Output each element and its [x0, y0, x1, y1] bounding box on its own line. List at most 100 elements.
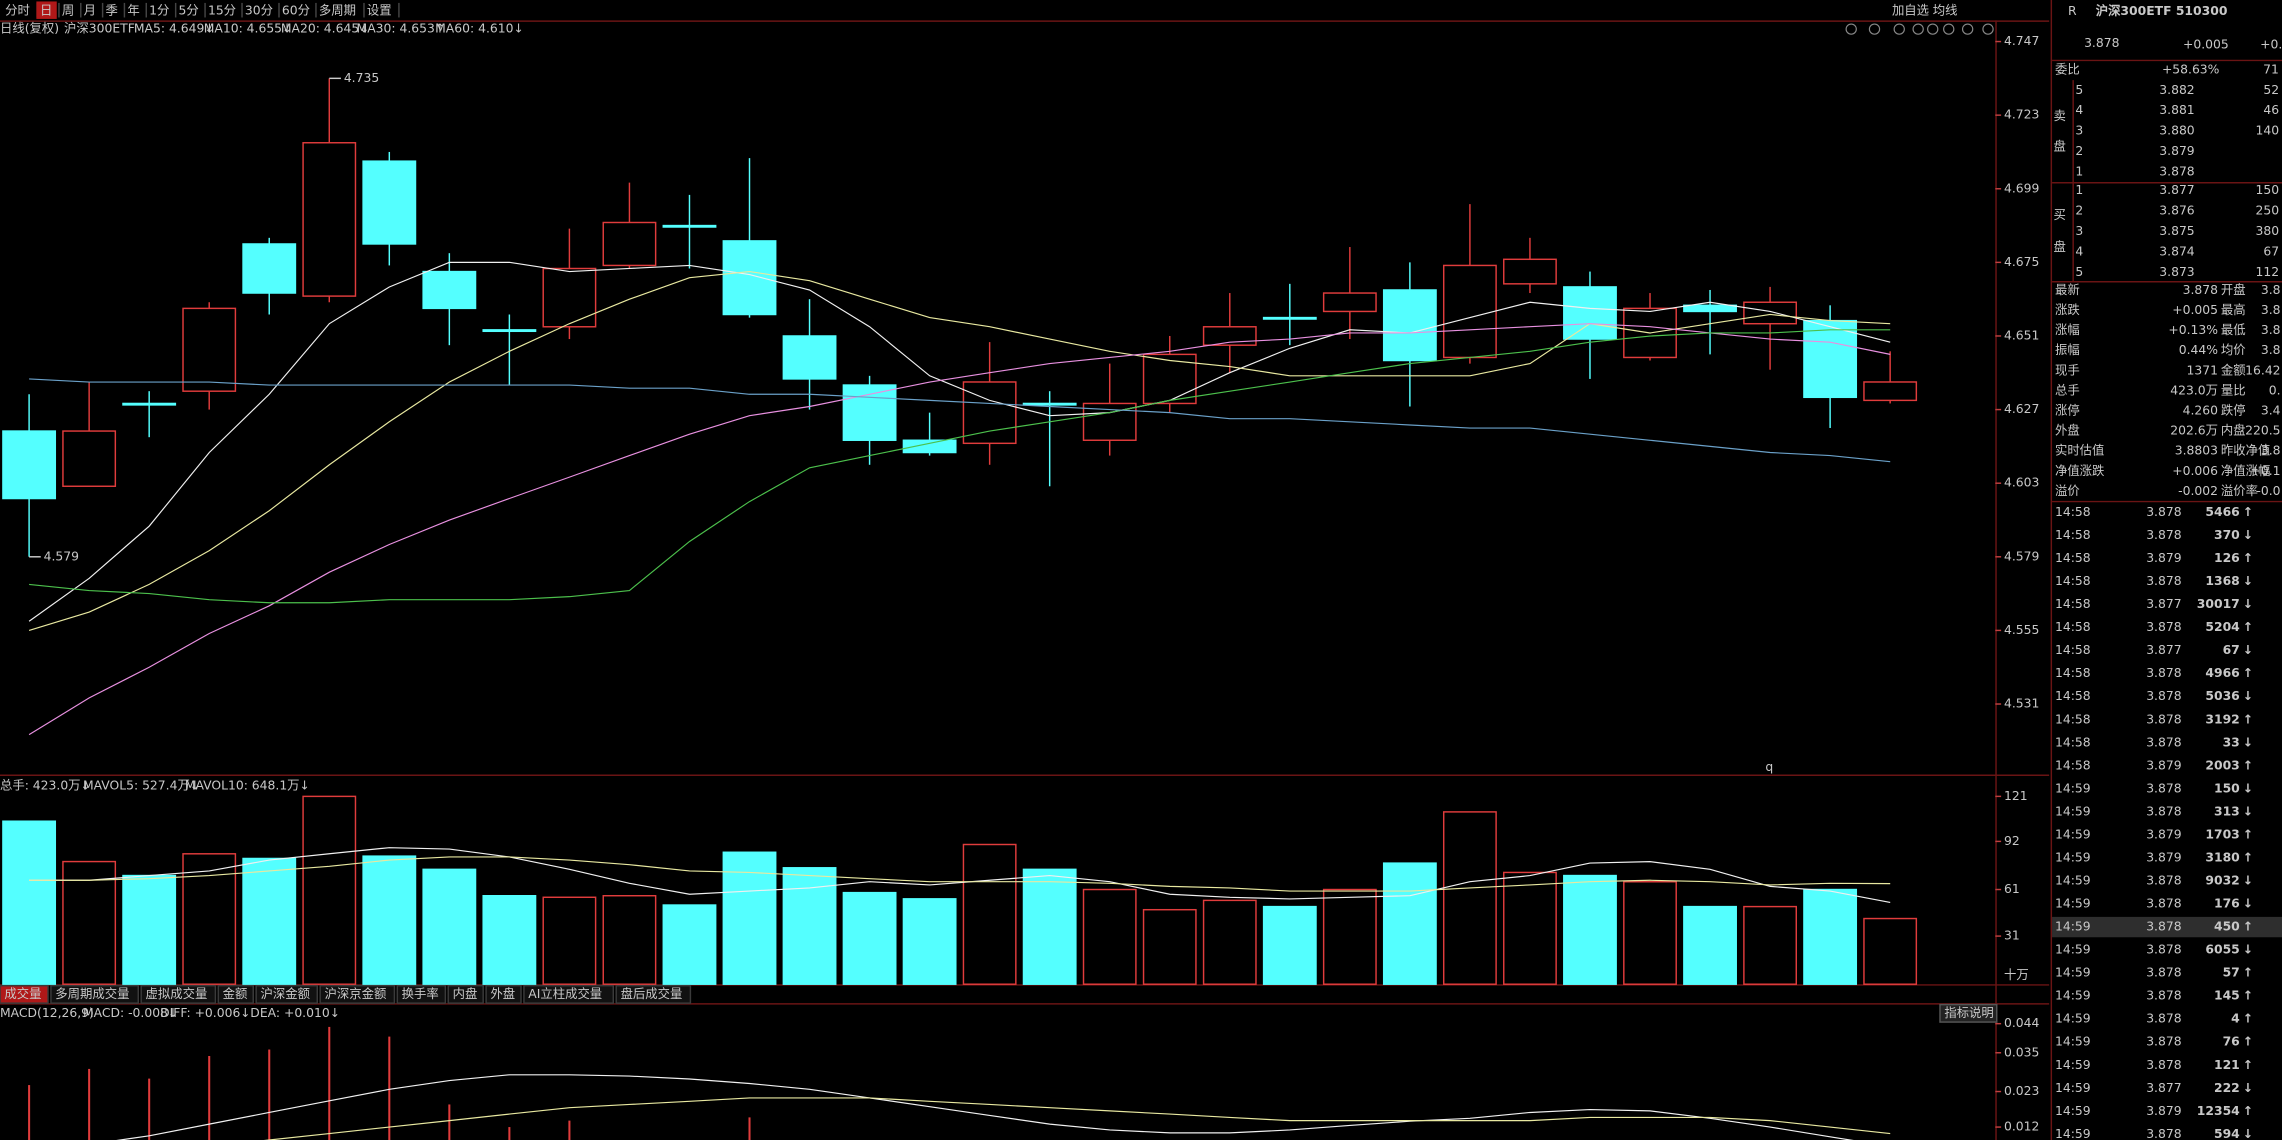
- tick-time: 14:59: [2055, 943, 2091, 957]
- ma-line: [29, 378, 1891, 463]
- tick-volume: 150: [2214, 781, 2240, 795]
- candle-body: [302, 142, 357, 297]
- volume-bar: [182, 853, 237, 985]
- period-tab[interactable]: 周: [62, 3, 74, 17]
- indicator-tab[interactable]: 沪深金额: [261, 986, 310, 1001]
- stat-value: 16.42: [2245, 363, 2280, 377]
- tick-price: 3.877: [2146, 597, 2181, 611]
- ratio-value: +58.63%: [2162, 62, 2220, 76]
- help-button[interactable]: 指标说明: [1944, 1005, 1993, 1020]
- period-tab[interactable]: 5分: [179, 3, 199, 17]
- indicator-tab[interactable]: 内盘: [453, 986, 478, 1001]
- indicator-tab-bg[interactable]: [523, 984, 615, 1004]
- price-change-pct: +0.1: [2260, 38, 2282, 52]
- tick-price: 3.879: [2146, 850, 2181, 864]
- volume-bar: [1863, 917, 1918, 985]
- ma-line: [28, 261, 1891, 622]
- macd-bar: [568, 1120, 571, 1140]
- tick-arrow: ↓: [2243, 528, 2253, 542]
- candle-body: [2, 430, 57, 500]
- tick-time: 14:58: [2055, 597, 2091, 611]
- indicator-tab-bg[interactable]: [615, 984, 692, 1004]
- tick-arrow: ↑: [2243, 850, 2253, 864]
- indicator-tab[interactable]: 换手率: [402, 986, 439, 1001]
- book-price: 3.878: [2159, 164, 2195, 178]
- candle-body: [1743, 301, 1798, 325]
- indicator-tab[interactable]: 盘后成交量: [621, 986, 683, 1001]
- tick-volume: 176: [2214, 897, 2240, 911]
- volume-bar: [1082, 888, 1137, 985]
- volume-info: MAVOL5: 527.4万↓: [83, 779, 200, 793]
- kline-info: 日线(复权): [0, 22, 59, 36]
- book-level: 2: [2075, 144, 2083, 158]
- indicator-tab-bg[interactable]: [50, 984, 139, 1004]
- candle-body: [1863, 381, 1918, 402]
- stat-value: 3.8: [2261, 303, 2281, 317]
- tick-time: 14:59: [2055, 897, 2091, 911]
- book-side-label: 盘: [2054, 139, 2066, 154]
- period-tab[interactable]: 季: [106, 3, 118, 17]
- tick-time: 14:59: [2055, 1127, 2091, 1140]
- toolbar-action[interactable]: 加自选: [1892, 3, 1929, 17]
- indicator-tab[interactable]: 外盘: [490, 986, 515, 1001]
- help-button-bg[interactable]: [1939, 1003, 1998, 1023]
- tick-time: 14:59: [2055, 781, 2091, 795]
- book-volume: 112: [2256, 265, 2280, 279]
- volume-bar: [1382, 862, 1437, 985]
- stat-value: 423.0万: [2170, 383, 2218, 397]
- period-tab[interactable]: 月: [84, 3, 96, 17]
- indicator-tab-bg[interactable]: [0, 984, 49, 1004]
- volume-bar: [542, 896, 597, 985]
- chart-tools[interactable]: [1845, 23, 1994, 35]
- period-tab[interactable]: 日: [40, 3, 52, 17]
- tick-price: 3.878: [2146, 781, 2182, 795]
- macd-info: DEA: +0.010↓: [250, 1006, 340, 1020]
- tick-volume: 2003: [2205, 758, 2239, 772]
- volume-bar: [722, 851, 777, 985]
- indicator-tab-bg[interactable]: [396, 984, 447, 1004]
- toolbar-action[interactable]: 均线: [1933, 3, 1958, 17]
- tick-price: 3.878: [2146, 620, 2182, 634]
- kline-info: MA20: 4.645↓: [281, 22, 370, 36]
- candle-body: [1322, 292, 1377, 313]
- period-tab[interactable]: 年: [127, 3, 139, 17]
- period-tab[interactable]: 设置: [367, 3, 392, 17]
- tick-selected-bg: [2052, 916, 2282, 938]
- period-tab[interactable]: 1分: [149, 3, 169, 17]
- indicator-tab[interactable]: 成交量: [4, 986, 41, 1001]
- book-volume: 380: [2256, 224, 2280, 238]
- stat-label: 最低: [2221, 323, 2246, 337]
- indicator-tab-bg[interactable]: [140, 984, 217, 1004]
- tick-time: 14:59: [2055, 804, 2091, 818]
- period-tab[interactable]: 多周期: [319, 3, 356, 17]
- indicator-tab[interactable]: 沪深京金额: [325, 986, 387, 1001]
- tick-arrow: ↓: [2243, 874, 2253, 888]
- book-price: 3.875: [2159, 224, 2194, 238]
- y-tick-label: 4.603: [2004, 476, 2039, 490]
- price-change: +0.005: [2183, 38, 2229, 52]
- period-tab[interactable]: 30分: [245, 3, 273, 17]
- tick-price: 3.878: [2146, 943, 2182, 957]
- indicator-tab-bg[interactable]: [485, 984, 522, 1004]
- tick-time: 14:59: [2055, 966, 2091, 980]
- indicator-tab[interactable]: 多周期成交量: [55, 986, 129, 1001]
- indicator-tab[interactable]: 虚拟成交量: [146, 986, 208, 1001]
- macd-bar: [208, 1055, 211, 1140]
- tick-time: 14:59: [2055, 850, 2091, 864]
- period-tab[interactable]: 60分: [282, 3, 310, 17]
- macd-bar: [388, 1036, 391, 1140]
- y-tick-label: 61: [2004, 882, 2020, 896]
- tick-arrow: ↑: [2243, 505, 2253, 519]
- indicator-tab[interactable]: AI立柱成交量: [528, 986, 602, 1001]
- indicator-tab-bg[interactable]: [255, 984, 318, 1004]
- period-tab[interactable]: 分时: [5, 3, 30, 17]
- indicator-tab[interactable]: 金额: [223, 986, 248, 1001]
- period-tab[interactable]: 15分: [208, 3, 236, 17]
- volume-bar: [1743, 905, 1798, 985]
- tick-volume: 370: [2214, 528, 2240, 542]
- indicator-tab-bg[interactable]: [319, 984, 396, 1004]
- indicator-tab-bg[interactable]: [447, 984, 484, 1004]
- indicator-tab-bg[interactable]: [217, 984, 254, 1004]
- book-level: 5: [2075, 83, 2083, 97]
- volume-bar: [302, 795, 357, 985]
